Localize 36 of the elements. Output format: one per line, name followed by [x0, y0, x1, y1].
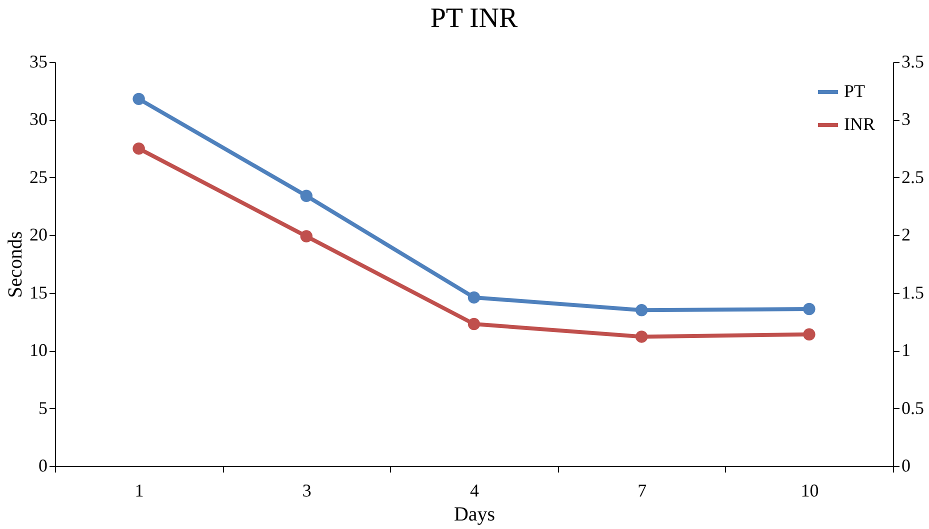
y-tick-label: 15: [30, 282, 48, 302]
point: [300, 230, 313, 242]
legend-label: PT: [844, 81, 866, 101]
point: [635, 304, 648, 316]
x-tick-label: 4: [470, 480, 479, 500]
x-tick-label: 10: [800, 480, 819, 500]
y-tick-label: 35: [30, 52, 48, 72]
y-axis-title: Seconds: [4, 230, 26, 298]
point: [300, 190, 313, 202]
point: [803, 328, 816, 341]
point: [635, 330, 648, 343]
y-tick-label: 5: [38, 398, 48, 418]
x-tick-label: 3: [302, 480, 312, 500]
legend-label: INR: [844, 114, 875, 134]
point: [468, 291, 480, 304]
y2-tick-label: 2: [902, 224, 910, 245]
y-tick-label: 10: [30, 340, 48, 360]
x-tick-label: 7: [638, 480, 647, 500]
y-tick-label: 20: [30, 224, 48, 245]
y-tick-label: 25: [30, 166, 48, 187]
y2-tick-label: 0: [902, 456, 910, 476]
point: [132, 92, 145, 106]
y-tick-label: 30: [30, 109, 48, 130]
x-tick-label: 1: [134, 480, 144, 500]
x-axis-title: Days: [454, 504, 496, 526]
y2-tick-label: 3.5: [902, 52, 924, 72]
y2-tick-label: 2.5: [902, 166, 924, 187]
y2-tick-label: 1.5: [902, 282, 924, 302]
point: [803, 302, 816, 316]
y-tick-label: 0: [38, 456, 48, 476]
y2-tick-label: 3: [902, 109, 910, 130]
y2-tick-label: 0.5: [902, 398, 924, 418]
point: [132, 142, 145, 155]
chart-title: PT INR: [430, 3, 518, 34]
point: [468, 318, 480, 330]
y2-tick-label: 1: [902, 340, 910, 360]
